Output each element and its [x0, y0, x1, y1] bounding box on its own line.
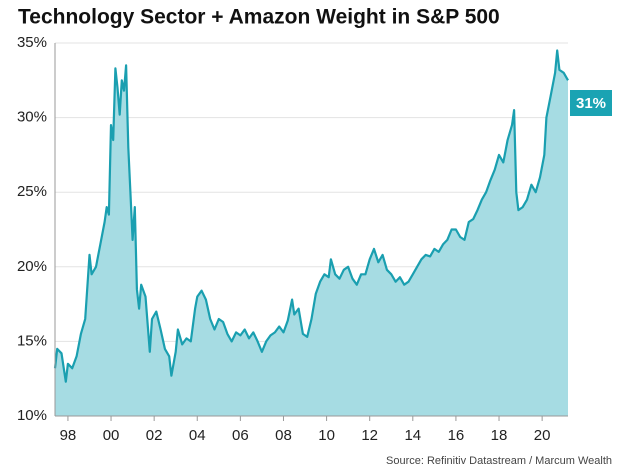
chart-title: Technology Sector + Amazon Weight in S&P…: [18, 6, 500, 29]
y-tick-label: 15%: [17, 332, 47, 349]
annotation-box: [570, 90, 612, 116]
x-tick-label: 18: [491, 427, 508, 444]
x-tick-label: 02: [146, 427, 163, 444]
annotation: 31%: [576, 95, 606, 112]
x-tick-label: 20: [534, 427, 551, 444]
y-tick-label: 25%: [17, 183, 47, 200]
x-tick-label: 06: [232, 427, 249, 444]
x-tick-label: 00: [103, 427, 120, 444]
line: [53, 49, 569, 383]
x-tick-label: 12: [361, 427, 378, 444]
source-note: Source: Refinitiv Datastream / Marcum We…: [386, 455, 612, 467]
x-tick-label: 16: [448, 427, 465, 444]
y-tick-label: 20%: [17, 258, 47, 275]
x-tick-label: 04: [189, 427, 206, 444]
x-tick-label: 08: [275, 427, 292, 444]
y-tick-label: 35%: [17, 34, 47, 51]
y-tick-label: 30%: [17, 109, 47, 126]
x-tick-label: 14: [404, 427, 421, 444]
x-tick-label: 10: [318, 427, 335, 444]
y-tick-label: 10%: [17, 407, 47, 424]
area-fill: [55, 50, 568, 416]
x-tick-label: 98: [60, 427, 77, 444]
